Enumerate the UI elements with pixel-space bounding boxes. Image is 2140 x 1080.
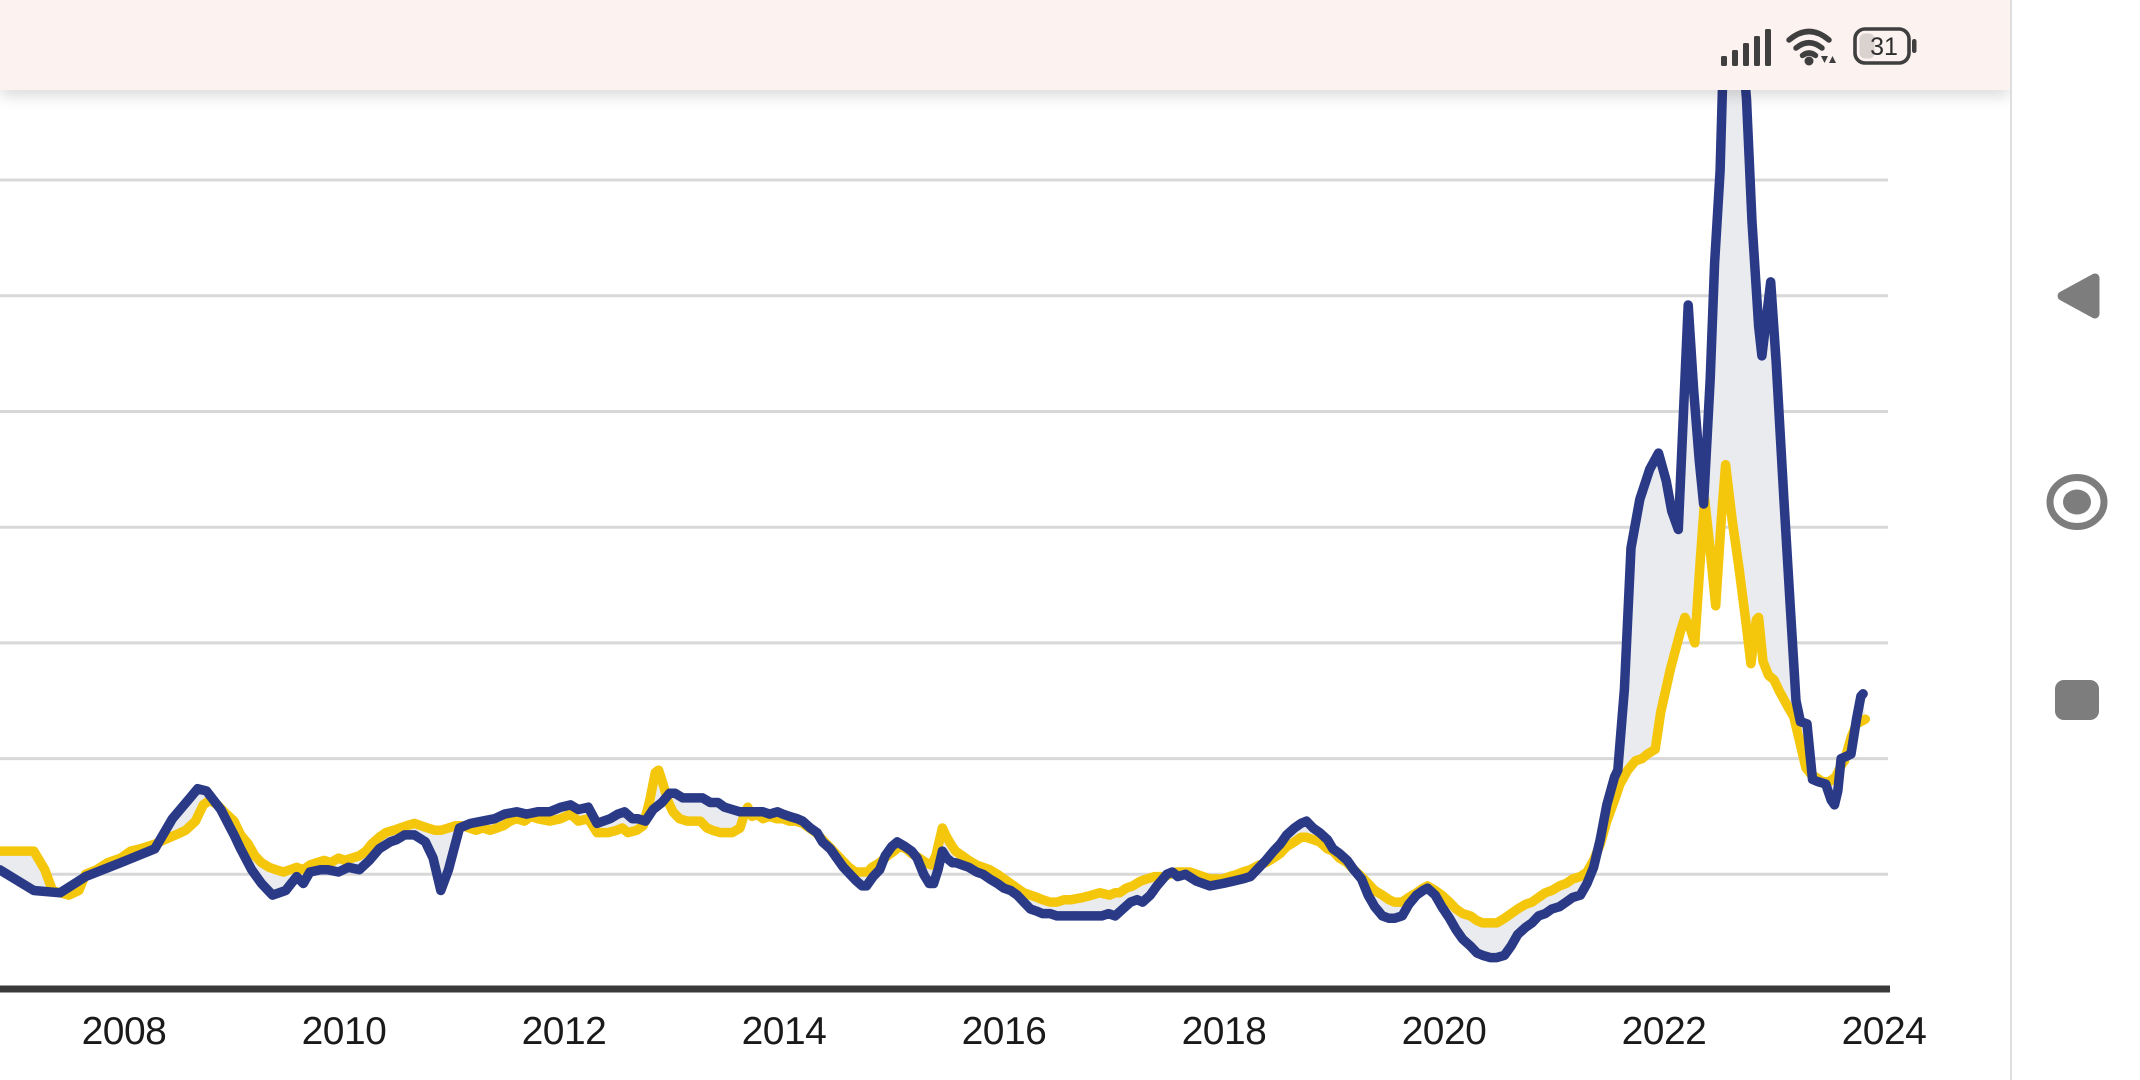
recents-square-icon xyxy=(2055,680,2099,720)
recents-button[interactable] xyxy=(2053,678,2101,722)
battery-percent-label: 31 xyxy=(1870,33,1898,61)
home-button[interactable] xyxy=(2043,470,2111,534)
area-between-series xyxy=(0,90,1866,958)
line-chart: 2008 2010 2012 2014 2016 2018 2020 2022 2024 xyxy=(0,90,2010,1080)
battery-fill-level xyxy=(1859,33,1875,59)
series-line-yellow xyxy=(0,459,1871,928)
system-navigation-bar xyxy=(2010,0,2140,1080)
series-line-navy xyxy=(0,90,1868,963)
status-icons: 31 xyxy=(1721,24,1917,66)
home-circle-icon xyxy=(2046,474,2108,530)
back-button[interactable] xyxy=(2049,268,2105,324)
signal-strength-icon xyxy=(1721,29,1771,66)
x-axis-tick-label: 2010 xyxy=(302,1010,387,1053)
back-triangle-icon xyxy=(2057,273,2100,319)
battery-tip xyxy=(1912,39,1917,53)
status-bar: 31 xyxy=(0,0,2010,90)
chart-plot: 2008 2010 2012 2014 2016 2018 2020 2022 2024 xyxy=(0,90,1927,1053)
x-axis-tick-label: 2024 xyxy=(1842,1010,1927,1053)
x-axis-tick-label: 2022 xyxy=(1622,1010,1707,1053)
x-axis-tick-label: 2012 xyxy=(522,1010,607,1053)
x-axis-tick-label: 2016 xyxy=(962,1010,1047,1053)
x-axis-tick-label: 2018 xyxy=(1182,1010,1267,1053)
x-axis-tick-label: 2014 xyxy=(742,1010,827,1053)
x-axis-tick-label: 2008 xyxy=(82,1010,167,1053)
battery-icon: 31 xyxy=(1853,27,1917,65)
app-content: 31 2008 2010 2012 2014 2016 2018 2020 2022 2024 xyxy=(0,0,2010,1080)
x-axis-tick-label: 2020 xyxy=(1402,1010,1487,1053)
wifi-icon xyxy=(1786,28,1836,66)
